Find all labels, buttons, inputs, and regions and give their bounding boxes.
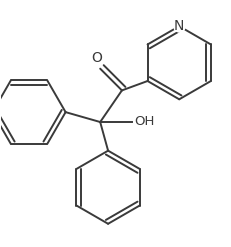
Text: O: O xyxy=(91,51,102,65)
Text: N: N xyxy=(174,19,184,33)
Text: OH: OH xyxy=(134,115,154,127)
